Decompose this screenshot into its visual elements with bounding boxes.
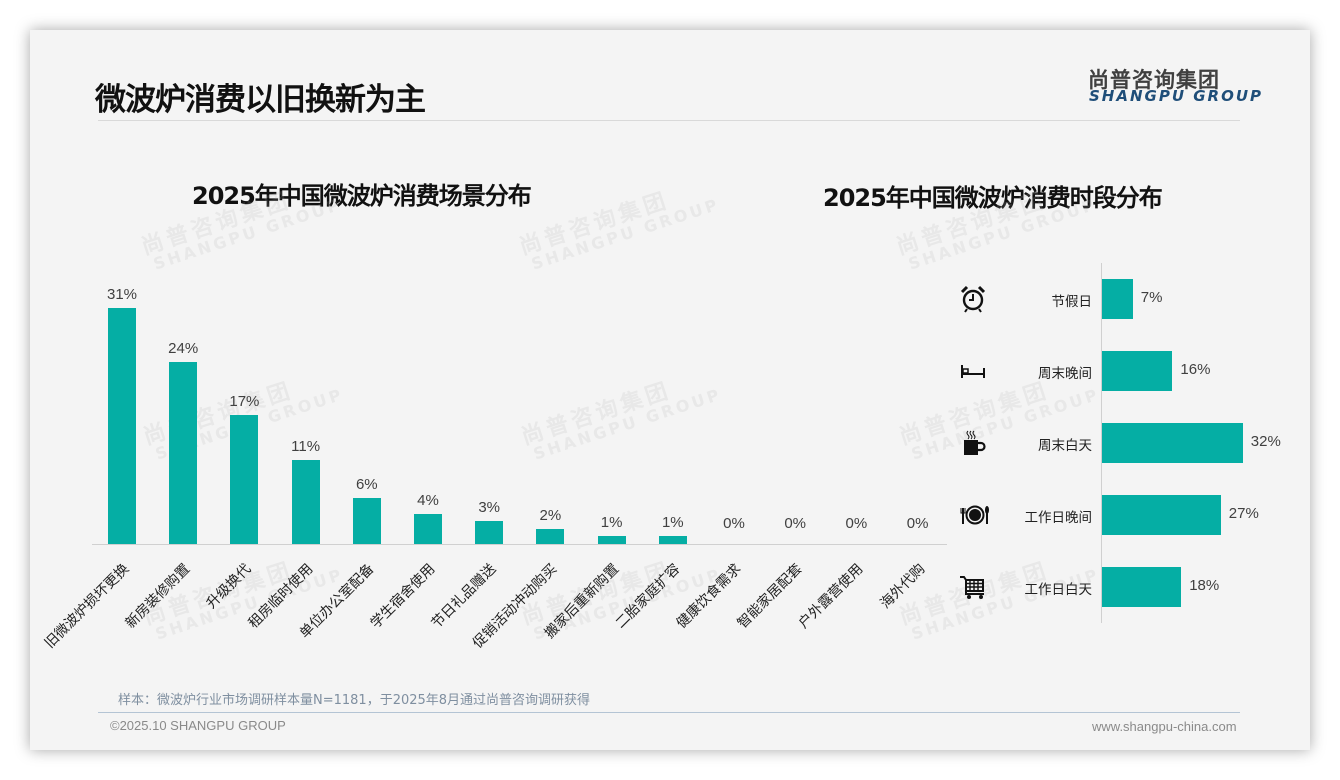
logo-cn: 尚普咨询集团: [1088, 68, 1220, 92]
x-axis-label: 智能家居配套: [734, 561, 806, 632]
shopping-cart-icon: [958, 572, 988, 602]
bar-value-label: 11%: [291, 438, 321, 456]
bar-value-label: 0%: [845, 515, 868, 532]
watermark-en: SHANGPU GROUP: [531, 384, 725, 464]
y-axis-label: 节假日: [1051, 294, 1093, 310]
x-axis-label: 搬家后重新购置: [541, 561, 622, 642]
copyright: ©2025.10 SHANGPU GROUP: [110, 718, 286, 733]
y-axis-label: 周末白天: [1038, 438, 1092, 454]
y-axis-line: [1101, 263, 1102, 623]
x-axis-label: 单位办公室配备: [296, 561, 378, 642]
y-axis-label: 周末晚间: [1038, 366, 1092, 382]
bar-value-label: 18%: [1189, 577, 1220, 594]
bed-icon: [958, 356, 988, 386]
bar: [597, 536, 626, 544]
bar: [1102, 567, 1182, 607]
title-divider: [98, 120, 1240, 121]
bar: [1102, 279, 1133, 319]
left-chart-title: 2025年中国微波炉消费场景分布: [192, 182, 532, 210]
x-axis-label: 户外露营使用: [796, 561, 867, 632]
bar: [169, 361, 198, 544]
coffee-mug-icon: [958, 428, 988, 458]
x-axis-label: 二胎家庭扩容: [612, 561, 684, 632]
bar-value-label: 31%: [106, 286, 138, 304]
x-axis-label: 促销活动冲动购买: [470, 561, 561, 652]
bar-value-label: 0%: [723, 515, 745, 532]
bar-value-label: 16%: [1180, 361, 1211, 378]
footer-divider: [98, 712, 1240, 713]
website-link[interactable]: www.shangpu-china.com: [1092, 719, 1237, 734]
x-axis-label: 健康饮食需求: [673, 561, 745, 632]
bar-value-label: 1%: [661, 514, 684, 532]
bar: [658, 536, 687, 544]
y-axis-label: 工作日晚间: [1024, 510, 1093, 526]
watermark-cn: 尚普咨询集团: [516, 188, 673, 261]
bar: [352, 498, 381, 544]
watermark-en: SHANGPU GROUP: [529, 194, 723, 274]
bar-value-label: 0%: [906, 515, 929, 532]
right-chart-title: 2025年中国微波炉消费时段分布: [823, 184, 1163, 212]
x-axis-label: 租房临时使用: [245, 561, 316, 632]
alarm-clock-icon: [958, 284, 988, 314]
plate-cutlery-icon: [958, 500, 989, 530]
bar: [291, 460, 320, 544]
bar-value-label: 6%: [355, 476, 378, 494]
bar: [475, 521, 504, 544]
bar-value-label: 2%: [539, 506, 562, 524]
bar: [1102, 495, 1221, 535]
bar-value-label: 1%: [600, 514, 623, 532]
bar-value-label: 4%: [417, 491, 439, 509]
bar: [230, 414, 259, 544]
page-title: 微波炉消费以旧换新为主: [95, 82, 426, 118]
bar-value-label: 24%: [168, 339, 199, 357]
x-axis-label: 升级换代: [203, 561, 255, 612]
bar: [1102, 423, 1243, 463]
bar-value-label: 27%: [1228, 505, 1259, 522]
bar: [108, 308, 136, 544]
bar-value-label: 7%: [1140, 289, 1163, 306]
bar-value-label: 3%: [478, 499, 501, 517]
sample-note: 样本：微波炉行业市场调研样本量N=1181，于2025年8月通过尚普咨询调研获得: [118, 693, 591, 708]
bar-value-label: 17%: [229, 392, 260, 410]
bar: [414, 513, 442, 544]
watermark: 尚普咨询集团 SHANGPU GROUP: [516, 175, 723, 276]
slide: 微波炉消费以旧换新为主 尚普咨询集团 SHANGPU GROUP 2025年中国…: [30, 30, 1310, 750]
y-axis-label: 工作日白天: [1024, 582, 1093, 598]
x-axis-line: [92, 544, 947, 545]
watermark: 尚普咨询集团 SHANGPU GROUP: [518, 365, 725, 466]
logo-en: SHANGPU GROUP: [1089, 87, 1264, 105]
bar-value-label: 0%: [784, 515, 807, 532]
bar: [536, 528, 565, 544]
x-axis-label: 学生宿舍使用: [367, 561, 439, 632]
watermark-cn: 尚普咨询集团: [518, 378, 675, 451]
bar-value-label: 32%: [1250, 433, 1281, 450]
x-axis-label: 海外代购: [877, 561, 928, 612]
bar: [1102, 351, 1173, 391]
x-axis-label: 节日礼品赠送: [428, 561, 500, 632]
x-axis-label: 新房装修购置: [122, 561, 194, 632]
